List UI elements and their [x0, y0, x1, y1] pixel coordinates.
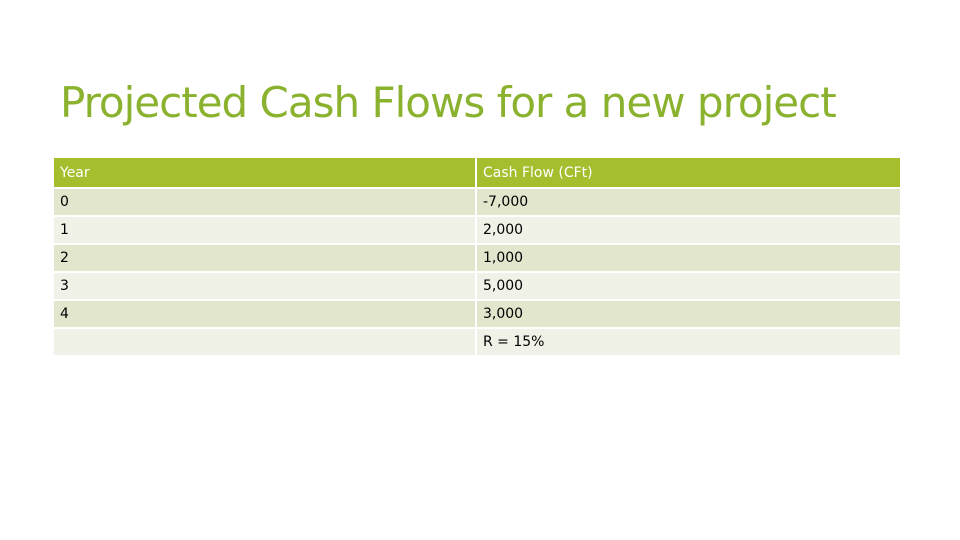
header-cash-flow: Cash Flow (CFt) [475, 158, 900, 189]
cell-year: 2 [54, 244, 476, 273]
table-row: 3 5,000 [54, 272, 900, 301]
cell-cash-flow: 1,000 [475, 244, 900, 273]
table-header: Year Cash Flow (CFt) [54, 158, 900, 189]
cell-cash-flow: 2,000 [475, 216, 900, 245]
table-body: 0 -7,000 1 2,000 2 1,000 3 5,000 4 3,000… [54, 188, 900, 357]
cell-cash-flow: 3,000 [475, 300, 900, 329]
cell-year: 4 [54, 300, 476, 329]
table-row: 0 -7,000 [54, 188, 900, 217]
cell-year: 1 [54, 216, 476, 245]
cell-year: 0 [54, 188, 476, 217]
table-row: 4 3,000 [54, 300, 900, 329]
header-year: Year [54, 158, 476, 189]
table-row: 1 2,000 [54, 216, 900, 245]
cash-flow-table: Year Cash Flow (CFt) 0 -7,000 1 2,000 2 … [54, 158, 900, 357]
table-row: R = 15% [54, 328, 900, 357]
header-row: Year Cash Flow (CFt) [54, 158, 900, 189]
table-row: 2 1,000 [54, 244, 900, 273]
cell-cash-flow: -7,000 [475, 188, 900, 217]
cell-cash-flow: 5,000 [475, 272, 900, 301]
slide-title: Projected Cash Flows for a new project [60, 78, 837, 127]
cell-year [54, 328, 476, 357]
cell-year: 3 [54, 272, 476, 301]
cell-discount-rate: R = 15% [475, 328, 900, 357]
